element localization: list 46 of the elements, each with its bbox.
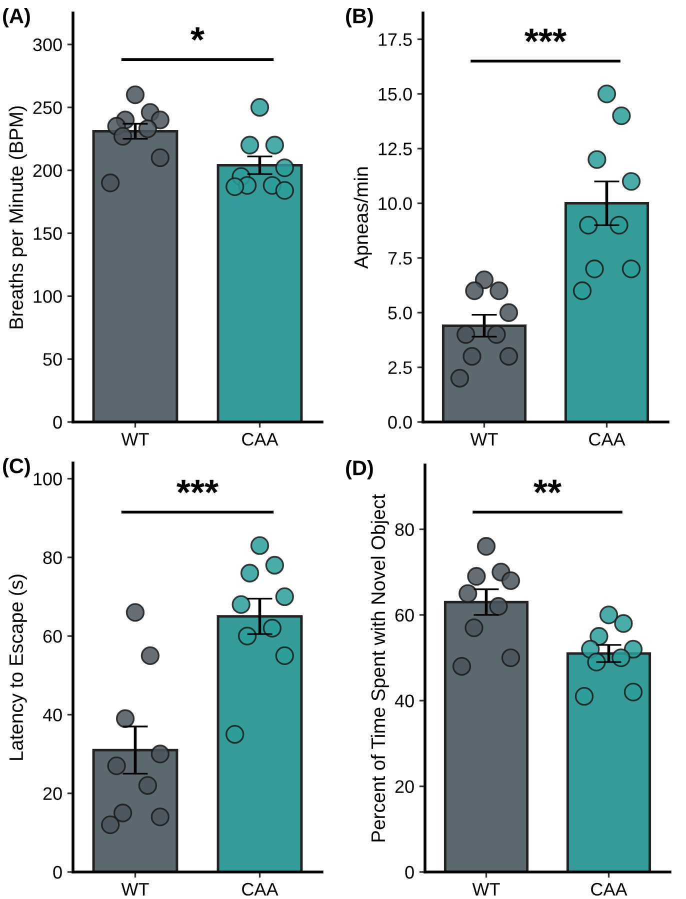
- y-tick-label: 80: [395, 523, 414, 536]
- y-tick-label: 7.5: [388, 252, 412, 265]
- y-tick-label: 60: [43, 630, 62, 643]
- y-tick-label: 80: [43, 551, 62, 564]
- x-tick-label: WT: [121, 433, 149, 446]
- y-tick-label: 0: [53, 866, 62, 879]
- y-tick-label: 100: [34, 290, 62, 303]
- y-tick-label: 12.5: [378, 142, 412, 156]
- y-tick-label: 0.0: [388, 416, 412, 429]
- y-tick-label: 50: [43, 353, 62, 366]
- y-tick-label: 250: [33, 101, 62, 114]
- chart-title: (C): [3, 458, 30, 478]
- x-tick-label: WT: [470, 433, 498, 446]
- y-tick-label: 40: [42, 708, 62, 722]
- y-tick-label: 150: [34, 227, 62, 240]
- y-tick-label: 60: [395, 608, 414, 622]
- ref-line-label: ***: [176, 480, 219, 494]
- y-axis-title: Breaths per Minute (BPM): [8, 106, 27, 328]
- chart-title: (D): [346, 460, 373, 480]
- x-tick-label: WT: [472, 883, 500, 896]
- ref-line-label: ***: [524, 28, 567, 42]
- ref-line-label: **: [534, 480, 562, 494]
- y-tick-label: 20: [43, 787, 62, 800]
- y-axis-title: Latency to Escape (s): [8, 574, 27, 760]
- y-tick-label: 17.5: [378, 33, 412, 46]
- y-tick-label: 0: [53, 416, 62, 429]
- y-tick-label: 2.5: [388, 361, 412, 374]
- ref-line-label: *: [190, 27, 204, 41]
- y-tick-label: 200: [33, 164, 62, 178]
- y-tick-label: 20: [395, 780, 414, 794]
- y-axis-title: Apneas/min: [354, 167, 372, 269]
- y-axis-title: Percent of Time Spent with Novel Object: [370, 494, 389, 842]
- y-tick-label: 5.0: [388, 306, 412, 320]
- y-tick-label: 15.0: [378, 88, 412, 101]
- y-tick-label: 100: [34, 472, 62, 486]
- x-tick-label: CAA: [242, 882, 278, 896]
- x-tick-label: CAA: [591, 882, 628, 896]
- x-tick-label: CAA: [242, 432, 278, 446]
- chart-title: (B): [346, 8, 373, 28]
- y-tick-label: 40: [394, 694, 414, 708]
- chart-title: (A): [3, 8, 30, 28]
- x-tick-label: CAA: [589, 432, 626, 446]
- x-tick-label: WT: [121, 883, 149, 896]
- y-tick-label: 0: [405, 866, 414, 879]
- y-tick-label: 10.0: [378, 197, 412, 210]
- y-tick-label: 300: [33, 38, 62, 52]
